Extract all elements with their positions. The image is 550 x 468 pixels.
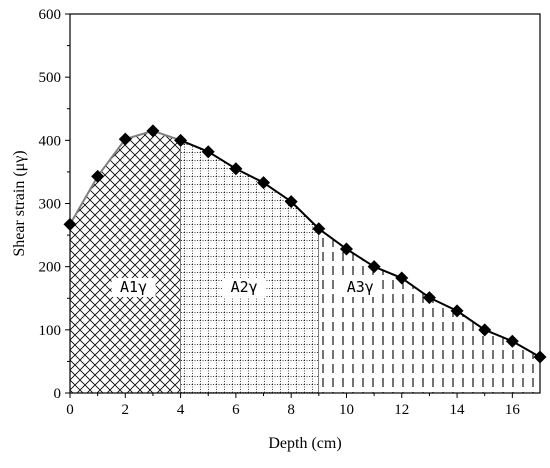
x-axis-title: Depth (cm) [268,435,341,452]
x-tick-label: 12 [394,402,409,418]
y-tick-label: 200 [39,260,62,276]
y-tick-label: 400 [39,133,62,149]
y-tick-label: 0 [54,386,62,402]
data-point-marker [312,222,326,236]
data-point-marker [422,291,436,305]
data-series [63,124,547,364]
region-3-label: A3γ [347,278,374,296]
shaded-regions [70,130,540,394]
data-point-marker [339,242,353,256]
data-point-marker [367,260,381,274]
region-2-label: A2γ [231,278,258,296]
data-point-marker [201,145,215,159]
x-tick-label: 6 [232,402,240,418]
y-tick-label: 600 [39,7,62,23]
x-tick-label: 2 [122,402,130,418]
x-tick-label: 4 [177,402,185,418]
data-point-marker [505,334,519,348]
region-labels: A1γ A2γ A3γ [111,277,383,297]
region-label-bg [222,277,267,297]
data-point-marker [229,162,243,176]
region-1-label: A1γ [120,278,147,296]
y-tick-label: 100 [39,323,62,339]
y-tick-label: 300 [39,197,62,213]
region-2-fill [180,140,319,393]
axes: 0 2 4 6 8 10 12 14 16 0 100 200 300 400 500 600 Depth (c… [11,7,541,452]
data-point-marker [257,176,271,190]
data-point-marker [91,169,105,183]
series-line-falling [180,139,541,358]
region-1-fill [70,130,181,394]
x-tick-label: 10 [339,402,354,418]
data-point-marker [478,323,492,337]
data-point-marker [118,132,132,146]
x-tick-label: 16 [505,402,521,418]
region-label-bg [338,277,383,297]
x-tick-label: 0 [66,402,74,418]
data-point-marker [450,304,464,318]
x-tick-label: 8 [287,402,295,418]
data-point-marker [284,195,298,209]
data-point-marker [174,133,188,147]
y-axis-title: Shear strain (μγ) [11,150,28,256]
region-label-bg [111,277,156,297]
x-tick-label: 14 [450,402,466,418]
data-point-marker [395,271,409,285]
y-tick-label: 500 [39,70,62,86]
data-point-marker [146,124,160,138]
